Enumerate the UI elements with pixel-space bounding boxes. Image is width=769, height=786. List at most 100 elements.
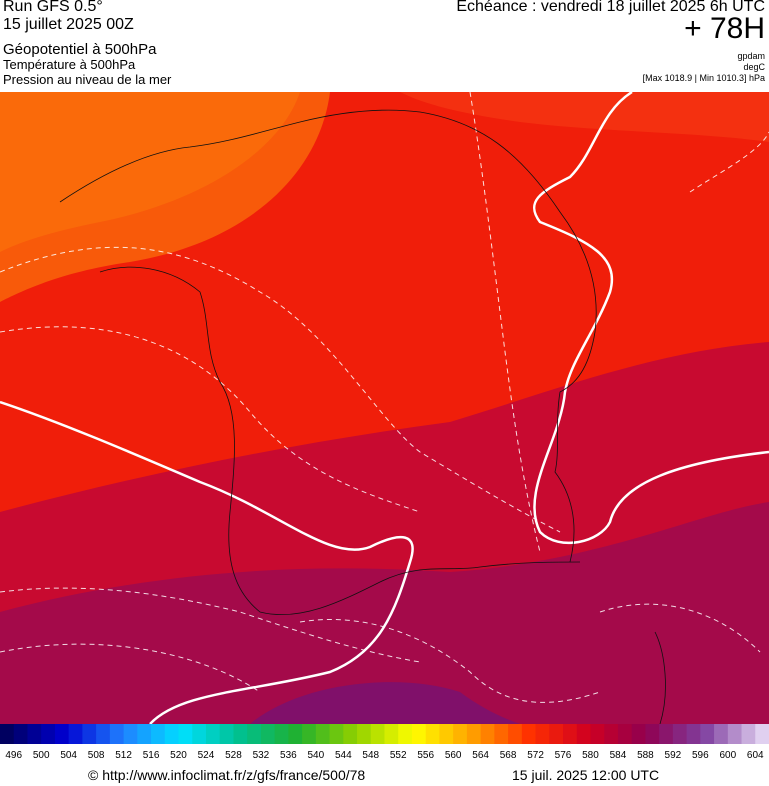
- colorbar-label: 588: [637, 750, 654, 761]
- footer-time: 15 juil. 2025 12:00 UTC: [512, 767, 660, 783]
- color-swatch: [755, 724, 769, 744]
- colorbar-label: 580: [582, 750, 599, 761]
- run-date: 15 juillet 2025 00Z: [3, 16, 134, 33]
- colorbar-label: 548: [362, 750, 379, 761]
- colorbar-label: 528: [225, 750, 242, 761]
- lead-time: + 78H: [684, 12, 765, 45]
- colorbar-label: 552: [390, 750, 407, 761]
- isotherms: [0, 92, 769, 703]
- color-swatch: [672, 724, 688, 744]
- color-swatch: [109, 724, 125, 744]
- color-swatch: [590, 724, 605, 744]
- isobars: [0, 92, 769, 724]
- colorbar: 496 500 504 508 512 516 520 524 528 532 536 540 544 5…: [0, 724, 769, 761]
- unit: gpdam: [737, 51, 765, 61]
- color-swatch: [315, 724, 331, 744]
- colorbar-label: 568: [500, 750, 517, 761]
- colorbar-label: 564: [472, 750, 489, 761]
- color-swatch: [631, 724, 646, 744]
- color-swatch: [178, 724, 193, 744]
- color-swatch: [247, 724, 262, 744]
- color-swatch: [288, 724, 303, 744]
- color-swatch: [302, 724, 317, 744]
- color-swatch: [260, 724, 276, 744]
- color-swatch: [521, 724, 537, 744]
- color-swatch: [343, 724, 358, 744]
- colorbar-label: 576: [555, 750, 572, 761]
- field: Géopotentiel à 500hPa: [3, 41, 157, 58]
- colorbar-label: 584: [610, 750, 627, 761]
- map: [0, 92, 769, 724]
- valid-time: Echéance : vendredi 18 juillet 2025 6h U…: [456, 0, 765, 15]
- field: Pression au niveau de la mer: [3, 72, 172, 87]
- color-swatch: [411, 724, 427, 744]
- zone: [0, 92, 300, 252]
- colorbar-label: 520: [170, 750, 187, 761]
- color-swatch: [82, 724, 97, 744]
- colorbar-label: 596: [692, 750, 709, 761]
- zone: [250, 682, 520, 724]
- colorbar-label: 556: [417, 750, 434, 761]
- colorbar-label: 532: [253, 750, 270, 761]
- colorbar-label: 536: [280, 750, 297, 761]
- colorbar-label: 508: [88, 750, 105, 761]
- color-swatch: [329, 724, 344, 744]
- color-swatch: [741, 724, 756, 744]
- color-swatch: [576, 724, 591, 744]
- color-swatch: [714, 724, 729, 744]
- color-swatch: [645, 724, 660, 744]
- color-swatch: [659, 724, 674, 744]
- color-swatch: [425, 724, 440, 744]
- color-swatch: [123, 724, 138, 744]
- zone: [0, 502, 769, 724]
- color-swatch: [494, 724, 509, 744]
- color-swatch: [453, 724, 468, 744]
- color-swatch: [617, 724, 633, 744]
- color-swatch: [151, 724, 166, 744]
- color-swatch: [192, 724, 207, 744]
- color-swatch: [535, 724, 550, 744]
- colorbar-label: 504: [60, 750, 77, 761]
- colorbar-label: 572: [527, 750, 544, 761]
- color-swatch: [41, 724, 56, 744]
- color-swatch: [0, 724, 15, 744]
- color-swatch: [604, 724, 619, 744]
- colorbar-label: 500: [33, 750, 50, 761]
- colorbar-label: 512: [115, 750, 132, 761]
- color-swatch: [508, 724, 523, 744]
- color-swatch: [727, 724, 743, 744]
- color-swatch: [549, 724, 564, 744]
- coastlines: [59, 109, 666, 724]
- run: Run GFS 0.5°: [3, 0, 103, 15]
- color-swatch: [205, 724, 221, 744]
- color-swatch: [398, 724, 413, 744]
- color-swatch: [686, 724, 701, 744]
- colorbar-label: 600: [719, 750, 736, 761]
- source-url: © http://www.infoclimat.fr/z/gfs/france/…: [88, 767, 366, 783]
- color-swatch: [466, 724, 482, 744]
- color-swatch: [164, 724, 180, 744]
- unit: degC: [743, 62, 765, 72]
- pressure-range: [Max 1018.9 | Min 1010.3] hPa: [642, 73, 765, 83]
- colorbar-label: 560: [445, 750, 462, 761]
- colorbar-label: 524: [198, 750, 215, 761]
- color-swatch: [68, 724, 83, 744]
- colorbar-label: 516: [143, 750, 160, 761]
- color-swatch: [357, 724, 372, 744]
- color-swatch: [137, 724, 152, 744]
- color-swatch: [370, 724, 385, 744]
- color-swatch: [13, 724, 28, 744]
- colorbar-label: 496: [5, 750, 22, 761]
- colorbar-label: 544: [335, 750, 352, 761]
- zone: [400, 92, 769, 142]
- field: Température à 500hPa: [3, 57, 136, 72]
- color-swatch: [96, 724, 111, 744]
- colorbar-label: 604: [747, 750, 764, 761]
- color-swatch: [563, 724, 578, 744]
- color-swatch: [219, 724, 234, 744]
- colorbar-label: 592: [665, 750, 682, 761]
- color-swatch: [54, 724, 70, 744]
- color-swatch: [27, 724, 42, 744]
- color-swatch: [274, 724, 289, 744]
